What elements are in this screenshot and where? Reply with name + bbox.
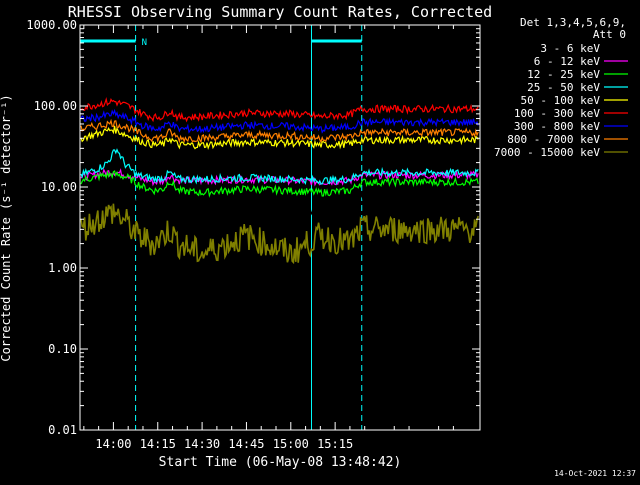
legend-label: 6 - 12 keV — [534, 55, 601, 68]
legend-label: 3 - 6 keV — [540, 42, 600, 55]
legend-label: 12 - 25 keV — [527, 68, 600, 81]
legend-label: 100 - 300 keV — [514, 107, 600, 120]
legend-label: 25 - 50 keV — [527, 81, 600, 94]
y-tick-label: 100.00 — [34, 99, 77, 113]
series-line — [80, 148, 479, 186]
series-line — [80, 125, 479, 150]
y-tick-label: 1000.00 — [26, 18, 77, 32]
y-tick-label: 0.01 — [48, 423, 77, 437]
x-tick-label: 14:30 — [184, 437, 220, 451]
legend-label: 7000 - 15000 keV — [494, 146, 600, 159]
x-tick-label: 14:00 — [95, 437, 131, 451]
y-tick-label: 1.00 — [48, 261, 77, 275]
legend-label: 300 - 800 keV — [514, 120, 600, 133]
ticks: 1000.00 100.00 10.00 1.00 0.10 0.01 14:00 14:15… — [26, 18, 480, 451]
x-tick-label: 14:15 — [140, 437, 176, 451]
detector-header: Det 1,3,4,5,6,9, — [520, 16, 626, 29]
x-tick-label: 14:45 — [228, 437, 264, 451]
x-tick-label: 15:15 — [317, 437, 353, 451]
series-line — [80, 181, 479, 217]
series-layer — [80, 97, 479, 265]
legend-label: 50 - 100 keV — [521, 94, 601, 107]
axes — [79, 24, 481, 431]
legend-label: 800 - 7000 keV — [507, 133, 600, 146]
x-tick-label: 15:00 — [273, 437, 309, 451]
y-tick-label: 10.00 — [41, 180, 77, 194]
series-line — [80, 97, 479, 123]
plot-frame — [79, 24, 481, 431]
x-axis-label: Start Time (06-May-08 13:48:42) — [159, 455, 402, 470]
y-axis-label: Corrected Count Rate (s⁻¹ detector⁻¹) — [0, 94, 13, 361]
attenuator-header: Att 0 — [593, 28, 626, 41]
series-line — [80, 170, 479, 198]
series-line — [80, 118, 479, 144]
y-tick-label: 0.10 — [48, 342, 77, 356]
night-label: N — [142, 38, 147, 48]
chart-title: RHESSI Observing Summary Count Rates, Co… — [68, 3, 492, 21]
series-line — [80, 108, 479, 134]
generation-timestamp: 14-Oct-2021 12:37 — [554, 469, 636, 478]
series-line — [80, 203, 479, 265]
